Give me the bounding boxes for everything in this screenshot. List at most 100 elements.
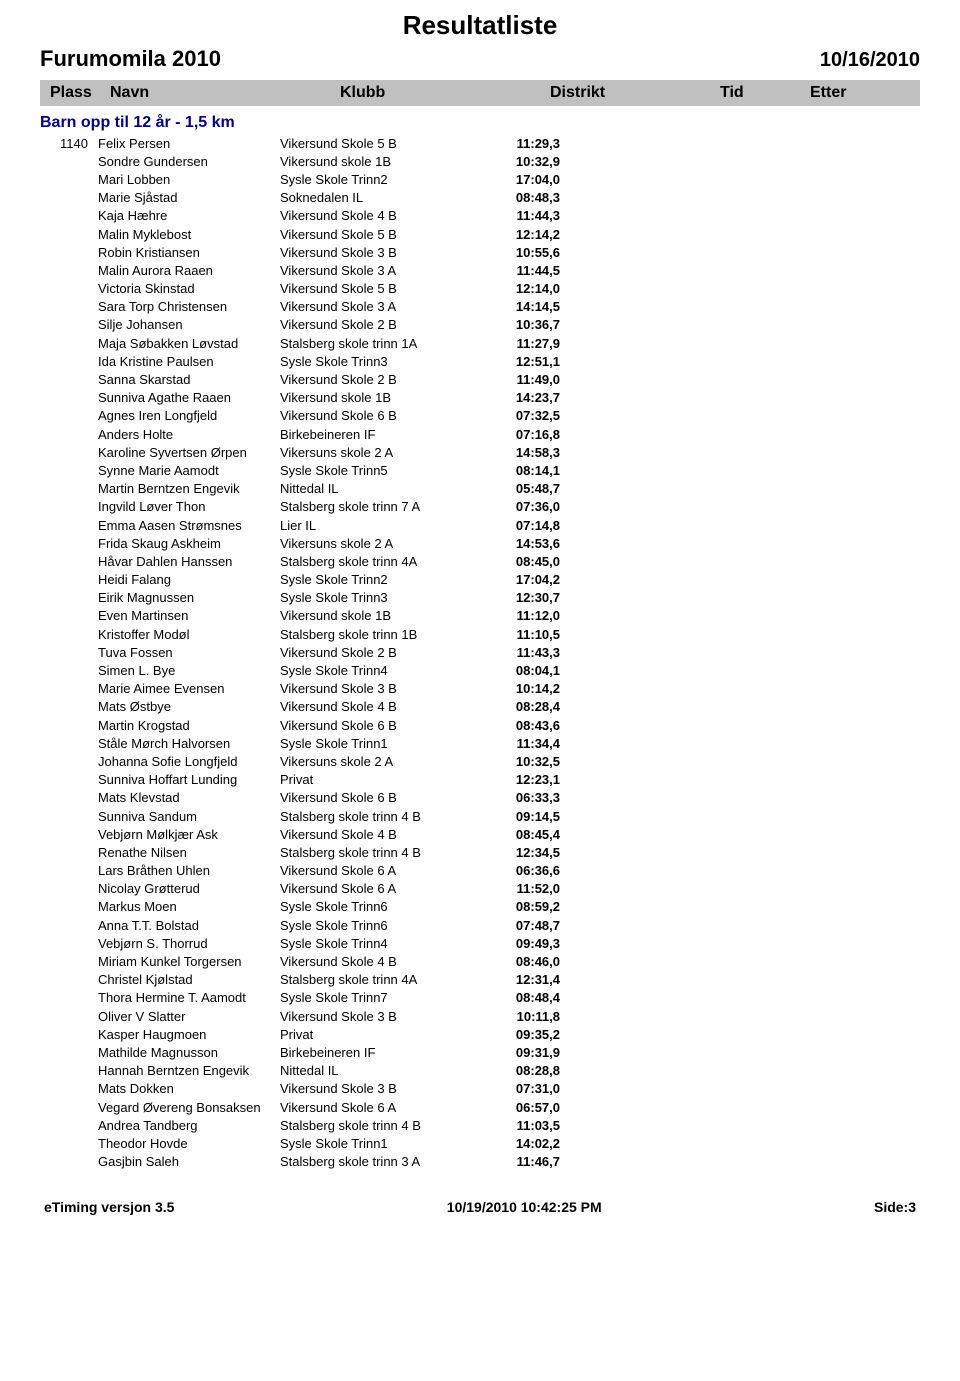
cell-navn: Sara Torp Christensen	[90, 299, 280, 314]
cell-klubb: Stalsberg skole trinn 4A	[280, 554, 500, 569]
category-heading: Barn opp til 12 år - 1,5 km	[40, 114, 920, 132]
cell-klubb: Sysle Skole Trinn2	[280, 572, 500, 587]
cell-plass	[40, 518, 90, 533]
cell-navn: Anna T.T. Bolstad	[90, 918, 280, 933]
cell-plass	[40, 372, 90, 387]
cell-plass	[40, 445, 90, 460]
cell-navn: Christel Kjølstad	[90, 972, 280, 987]
cell-klubb: Sysle Skole Trinn3	[280, 354, 500, 369]
cell-navn: Renathe Nilsen	[90, 845, 280, 860]
cell-plass	[40, 736, 90, 751]
cell-plass	[40, 1063, 90, 1078]
cell-tid: 11:10,5	[500, 627, 580, 642]
cell-klubb: Lier IL	[280, 518, 500, 533]
cell-tid: 08:59,2	[500, 899, 580, 914]
cell-tid: 11:43,3	[500, 645, 580, 660]
cell-plass	[40, 227, 90, 242]
cell-plass	[40, 245, 90, 260]
cell-plass	[40, 899, 90, 914]
cell-plass	[40, 1136, 90, 1151]
table-row: Heidi FalangSysle Skole Trinn217:04,2	[40, 571, 920, 589]
cell-klubb: Privat	[280, 1027, 500, 1042]
table-row: Hannah Berntzen EngevikNittedal IL08:28,…	[40, 1062, 920, 1080]
cell-tid: 11:03,5	[500, 1118, 580, 1133]
cell-klubb: Sysle Skole Trinn1	[280, 736, 500, 751]
cell-klubb: Birkebeineren IF	[280, 427, 500, 442]
cell-plass	[40, 772, 90, 787]
cell-plass	[40, 881, 90, 896]
cell-klubb: Vikersund Skole 2 B	[280, 645, 500, 660]
cell-plass	[40, 1027, 90, 1042]
table-row: Synne Marie AamodtSysle Skole Trinn508:1…	[40, 461, 920, 479]
table-row: Frida Skaug AskheimVikersuns skole 2 A14…	[40, 534, 920, 552]
cell-navn: Miriam Kunkel Torgersen	[90, 954, 280, 969]
cell-tid: 07:14,8	[500, 518, 580, 533]
cell-navn: Mats Østbye	[90, 699, 280, 714]
cell-navn: Sunniva Agathe Raaen	[90, 390, 280, 405]
table-row: Even MartinsenVikersund skole 1B11:12,0	[40, 607, 920, 625]
cell-navn: Hannah Berntzen Engevik	[90, 1063, 280, 1078]
cell-navn: Malin Aurora Raaen	[90, 263, 280, 278]
cell-navn: Gasjbin Saleh	[90, 1154, 280, 1169]
cell-klubb: Stalsberg skole trinn 4 B	[280, 845, 500, 860]
table-row: Anders HolteBirkebeineren IF07:16,8	[40, 425, 920, 443]
cell-tid: 09:35,2	[500, 1027, 580, 1042]
cell-plass	[40, 663, 90, 678]
table-row: Maja Søbakken LøvstadStalsberg skole tri…	[40, 334, 920, 352]
cell-tid: 10:14,2	[500, 681, 580, 696]
cell-plass	[40, 1100, 90, 1115]
cell-klubb: Vikersund Skole 3 A	[280, 263, 500, 278]
cell-klubb: Vikersund Skole 6 A	[280, 863, 500, 878]
table-row: Andrea TandbergStalsberg skole trinn 4 B…	[40, 1116, 920, 1134]
table-row: Kristoffer ModølStalsberg skole trinn 1B…	[40, 625, 920, 643]
cell-navn: Håvar Dahlen Hanssen	[90, 554, 280, 569]
table-row: Thora Hermine T. AamodtSysle Skole Trinn…	[40, 989, 920, 1007]
cell-tid: 17:04,2	[500, 572, 580, 587]
cell-plass	[40, 972, 90, 987]
table-row: Renathe NilsenStalsberg skole trinn 4 B1…	[40, 843, 920, 861]
table-row: Ingvild Løver ThonStalsberg skole trinn …	[40, 498, 920, 516]
cell-plass	[40, 845, 90, 860]
cell-tid: 14:58,3	[500, 445, 580, 460]
cell-klubb: Vikersund Skole 6 B	[280, 718, 500, 733]
cell-plass	[40, 536, 90, 551]
cell-plass	[40, 918, 90, 933]
page-title: Resultatliste	[40, 10, 920, 41]
cell-navn: Victoria Skinstad	[90, 281, 280, 296]
cell-plass	[40, 863, 90, 878]
cell-tid: 06:36,6	[500, 863, 580, 878]
cell-plass	[40, 627, 90, 642]
cell-plass	[40, 681, 90, 696]
cell-plass	[40, 427, 90, 442]
table-row: Nicolay GrøtterudVikersund Skole 6 A11:5…	[40, 880, 920, 898]
cell-klubb: Sysle Skole Trinn6	[280, 899, 500, 914]
table-row: Marie Aimee EvensenVikersund Skole 3 B10…	[40, 680, 920, 698]
column-header-row: Plass Navn Klubb Distrikt Tid Etter	[40, 80, 920, 106]
cell-tid: 14:53,6	[500, 536, 580, 551]
cell-klubb: Stalsberg skole trinn 7 A	[280, 499, 500, 514]
footer-left: eTiming versjon 3.5	[44, 1199, 174, 1215]
cell-tid: 06:57,0	[500, 1100, 580, 1115]
cell-klubb: Vikersund skole 1B	[280, 154, 500, 169]
header-block: Resultatliste Furumomila 2010 10/16/2010	[40, 10, 920, 50]
cell-plass	[40, 281, 90, 296]
cell-klubb: Sysle Skole Trinn1	[280, 1136, 500, 1151]
cell-plass	[40, 827, 90, 842]
cell-tid: 08:28,8	[500, 1063, 580, 1078]
cell-navn: Malin Myklebost	[90, 227, 280, 242]
cell-klubb: Stalsberg skole trinn 1B	[280, 627, 500, 642]
event-date: 10/16/2010	[820, 49, 920, 72]
cell-klubb: Birkebeineren IF	[280, 1045, 500, 1060]
table-row: Sunniva SandumStalsberg skole trinn 4 B0…	[40, 807, 920, 825]
col-klubb: Klubb	[340, 84, 550, 102]
cell-klubb: Nittedal IL	[280, 481, 500, 496]
table-row: Martin KrogstadVikersund Skole 6 B08:43,…	[40, 716, 920, 734]
cell-plass	[40, 572, 90, 587]
cell-klubb: Vikersund Skole 5 B	[280, 227, 500, 242]
table-row: Mari LobbenSysle Skole Trinn217:04,0	[40, 170, 920, 188]
cell-klubb: Stalsberg skole trinn 1A	[280, 336, 500, 351]
cell-tid: 12:31,4	[500, 972, 580, 987]
cell-tid: 08:14,1	[500, 463, 580, 478]
cell-plass	[40, 936, 90, 951]
cell-navn: Thora Hermine T. Aamodt	[90, 990, 280, 1005]
